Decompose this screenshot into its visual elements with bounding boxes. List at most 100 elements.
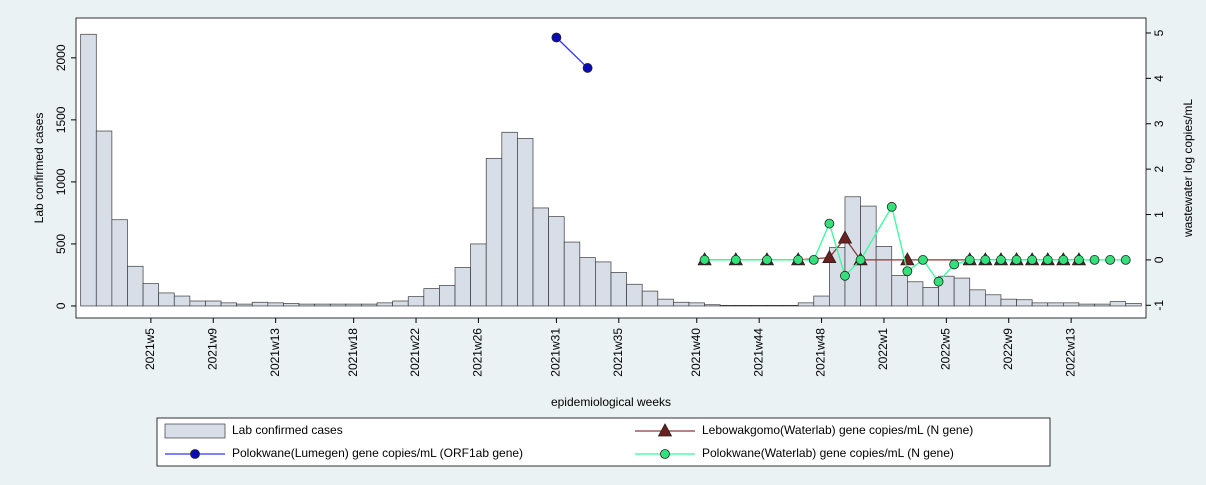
- bar: [158, 292, 175, 307]
- bar: [470, 243, 487, 307]
- bar: [797, 302, 815, 307]
- bar: [251, 301, 269, 307]
- bar: [501, 131, 518, 307]
- bar: [735, 304, 752, 307]
- bar: [1031, 302, 1049, 307]
- x-tick-label: 2022w9: [1001, 328, 1015, 370]
- y-tick-label: 500: [54, 234, 68, 254]
- x-tick-label: 2021w48: [814, 328, 828, 377]
- y2-tick-label: 5: [1152, 29, 1166, 36]
- bar: [922, 287, 939, 307]
- series-marker: [1105, 255, 1116, 265]
- legend: [156, 417, 1051, 467]
- bar: [1125, 303, 1142, 307]
- bar: [548, 216, 565, 307]
- bar: [595, 261, 612, 307]
- y-axis-title: Lab confirmed cases: [32, 113, 46, 224]
- bar: [1078, 303, 1095, 307]
- legend-label: Polokwane(Waterlab) gene copies/mL (N ge…: [702, 446, 954, 460]
- series-marker: [551, 32, 562, 43]
- series-marker: [1120, 255, 1131, 265]
- y-tick-label: 2000: [54, 44, 68, 71]
- series-marker: [933, 276, 944, 287]
- bar: [127, 265, 144, 307]
- bar: [376, 302, 393, 307]
- bar: [907, 281, 924, 307]
- bar: [875, 246, 893, 307]
- bar: [517, 138, 534, 307]
- y2-tick-label: 2: [1152, 165, 1166, 172]
- bar: [439, 285, 456, 307]
- bar: [423, 288, 440, 307]
- x-axis-title: epidemiological weeks: [551, 395, 671, 409]
- x-tick-label: 2021w26: [471, 328, 485, 377]
- series-marker: [1042, 255, 1053, 265]
- series-marker: [1011, 255, 1022, 265]
- series-marker: [762, 255, 772, 265]
- y-tick-label: 0: [54, 302, 68, 309]
- x-tick-label: 2021w18: [346, 328, 360, 377]
- legend-label: Lab confirmed cases: [232, 423, 343, 437]
- bar: [984, 294, 1002, 307]
- legend-label: Polokwane(Lumegen) gene copies/mL (ORF1a…: [232, 446, 523, 460]
- bar: [80, 33, 97, 307]
- bar: [205, 300, 222, 307]
- x-tick-label: 2021w22: [408, 328, 422, 377]
- bar: [1109, 301, 1127, 307]
- bar: [298, 303, 315, 307]
- legend-marker: [660, 449, 670, 459]
- legend-label: Lebowakgomo(Waterlab) gene copies/mL (N …: [702, 423, 973, 437]
- series-marker: [730, 255, 741, 265]
- series-marker: [855, 255, 866, 265]
- y2-axis-title: wastewater log copies/mL: [1181, 99, 1195, 238]
- series-marker: [980, 255, 991, 265]
- y2-tick-label: 1: [1152, 211, 1166, 218]
- bar: [407, 296, 425, 307]
- x-tick-label: 2022w1: [876, 328, 890, 370]
- legend-marker: [190, 449, 200, 459]
- series-marker: [996, 255, 1006, 265]
- bar: [95, 130, 113, 307]
- y-tick-label: 1000: [54, 168, 68, 195]
- series-marker: [824, 218, 835, 229]
- bar: [719, 304, 737, 307]
- series-marker: [1027, 255, 1038, 265]
- series-marker: [837, 230, 853, 244]
- bar: [1016, 299, 1033, 307]
- bar: [111, 219, 128, 307]
- series-marker: [822, 249, 837, 264]
- series-marker: [918, 255, 928, 265]
- bar: [844, 196, 861, 307]
- x-tick-label: 2021w5: [143, 328, 157, 370]
- series-marker: [1089, 255, 1100, 265]
- bar: [1094, 303, 1111, 307]
- bar: [485, 157, 503, 307]
- bar: [766, 304, 783, 307]
- bar: [361, 303, 378, 307]
- legend-marker: [657, 423, 673, 437]
- bar: [220, 302, 238, 307]
- bar: [610, 272, 627, 307]
- bar: [563, 241, 581, 307]
- x-tick-label: 2021w13: [268, 328, 282, 377]
- bar: [236, 303, 253, 307]
- series-marker: [699, 255, 710, 265]
- bar: [283, 303, 300, 307]
- bar: [392, 300, 409, 307]
- x-tick-label: 2021w9: [205, 328, 219, 370]
- x-tick-label: 2021w35: [611, 328, 625, 377]
- bar: [657, 298, 674, 307]
- bar: [1062, 302, 1080, 307]
- series-marker: [793, 255, 804, 265]
- bar: [969, 289, 986, 307]
- series-marker: [886, 201, 897, 212]
- x-tick-label: 2022w5: [939, 328, 953, 370]
- bar: [891, 275, 908, 307]
- y2-tick-label: -1: [1152, 300, 1166, 311]
- series-marker: [1058, 255, 1069, 265]
- bar: [751, 304, 768, 307]
- series-marker: [964, 255, 975, 265]
- y2-tick-label: 0: [1152, 256, 1166, 263]
- bar: [579, 257, 596, 307]
